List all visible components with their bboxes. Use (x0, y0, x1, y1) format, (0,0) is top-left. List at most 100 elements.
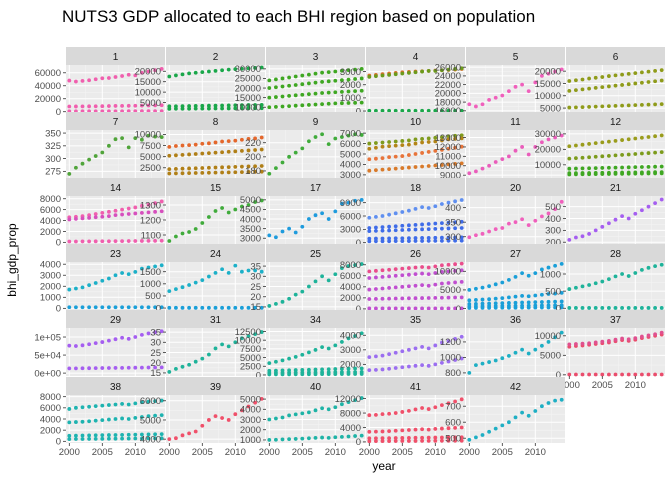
data-point (380, 436, 385, 441)
data-point (253, 400, 257, 405)
y-tick-label: 10000 (535, 91, 561, 102)
data-point (193, 152, 198, 156)
y-tick-label: 1200 (140, 215, 161, 226)
facet-strip (66, 112, 165, 130)
data-point (340, 266, 344, 271)
data-point (367, 236, 372, 241)
data-point (393, 296, 398, 301)
facet-panel-15: 15 1100 1200 1300 (140, 178, 265, 244)
y-tick-label: 4000 (40, 414, 61, 425)
data-point (533, 305, 538, 310)
x-tick-label: 2010 (425, 447, 446, 458)
y-tick-label: 3000 (340, 170, 361, 181)
data-point (320, 406, 324, 411)
data-point (459, 435, 464, 440)
data-point (567, 172, 572, 177)
data-point (220, 206, 225, 210)
data-point (440, 226, 444, 231)
data-point (287, 437, 291, 442)
y-tick-label: 4000 (340, 282, 361, 293)
data-point (333, 136, 338, 141)
data-point (613, 306, 618, 310)
data-point (653, 372, 657, 377)
data-point (153, 201, 158, 205)
data-point (367, 229, 372, 234)
data-point (193, 106, 198, 111)
data-point (340, 135, 344, 139)
y-tick-label: 2000 (240, 425, 261, 436)
data-point (380, 144, 385, 149)
data-point (433, 271, 438, 275)
data-point (374, 296, 378, 301)
data-point (233, 106, 238, 111)
data-point (207, 215, 211, 219)
data-point (374, 287, 378, 291)
data-point (133, 415, 138, 420)
data-point (633, 372, 638, 377)
data-point (607, 104, 611, 109)
data-point (513, 84, 518, 89)
data-point (253, 106, 257, 111)
data-point (393, 436, 398, 440)
data-point (259, 396, 264, 401)
data-point (380, 108, 385, 113)
data-point (213, 106, 218, 111)
data-point (259, 135, 264, 140)
y-tick-label: 2500 (140, 163, 161, 174)
data-point (320, 70, 324, 75)
data-point (453, 145, 457, 150)
data-point (580, 172, 585, 177)
data-point (433, 282, 438, 287)
data-point (353, 434, 357, 438)
data-point (74, 305, 78, 310)
facet-strip-label: 18 (410, 183, 422, 194)
data-point (67, 104, 72, 109)
data-point (226, 139, 231, 144)
data-point (453, 295, 457, 300)
data-point (146, 133, 151, 138)
y-tick-label: 3000 (340, 345, 361, 356)
data-point (467, 437, 472, 442)
data-point (400, 108, 405, 113)
data-point (193, 142, 198, 147)
data-point (340, 101, 344, 106)
data-point (120, 402, 124, 406)
data-point (346, 336, 351, 341)
data-point (400, 273, 405, 278)
y-tick-label: 10000 (535, 160, 561, 171)
y-tick-label: 2500 (240, 362, 261, 373)
data-point (400, 410, 405, 414)
data-point (340, 434, 344, 439)
data-point (353, 263, 357, 267)
data-point (387, 267, 391, 272)
data-point (300, 224, 305, 229)
y-tick-label: 4000 (140, 434, 161, 445)
data-point (659, 197, 664, 202)
facet-strip-label: 21 (610, 183, 622, 194)
data-point (120, 271, 124, 275)
data-point (420, 151, 424, 155)
data-point (546, 292, 551, 296)
data-point (120, 416, 124, 421)
data-point (587, 232, 591, 236)
y-tick-label: 500 (445, 434, 461, 445)
data-point (453, 67, 457, 71)
data-point (393, 267, 398, 272)
data-point (513, 220, 518, 225)
data-point (507, 89, 511, 94)
data-point (120, 103, 124, 108)
data-point (120, 365, 124, 370)
data-point (153, 134, 158, 139)
data-point (487, 229, 491, 234)
data-point (207, 151, 211, 156)
data-point (407, 428, 411, 432)
data-point (420, 265, 424, 269)
data-point (313, 348, 318, 352)
data-point (620, 372, 624, 377)
data-point (633, 306, 638, 310)
data-point (587, 104, 591, 109)
data-point (459, 438, 464, 443)
